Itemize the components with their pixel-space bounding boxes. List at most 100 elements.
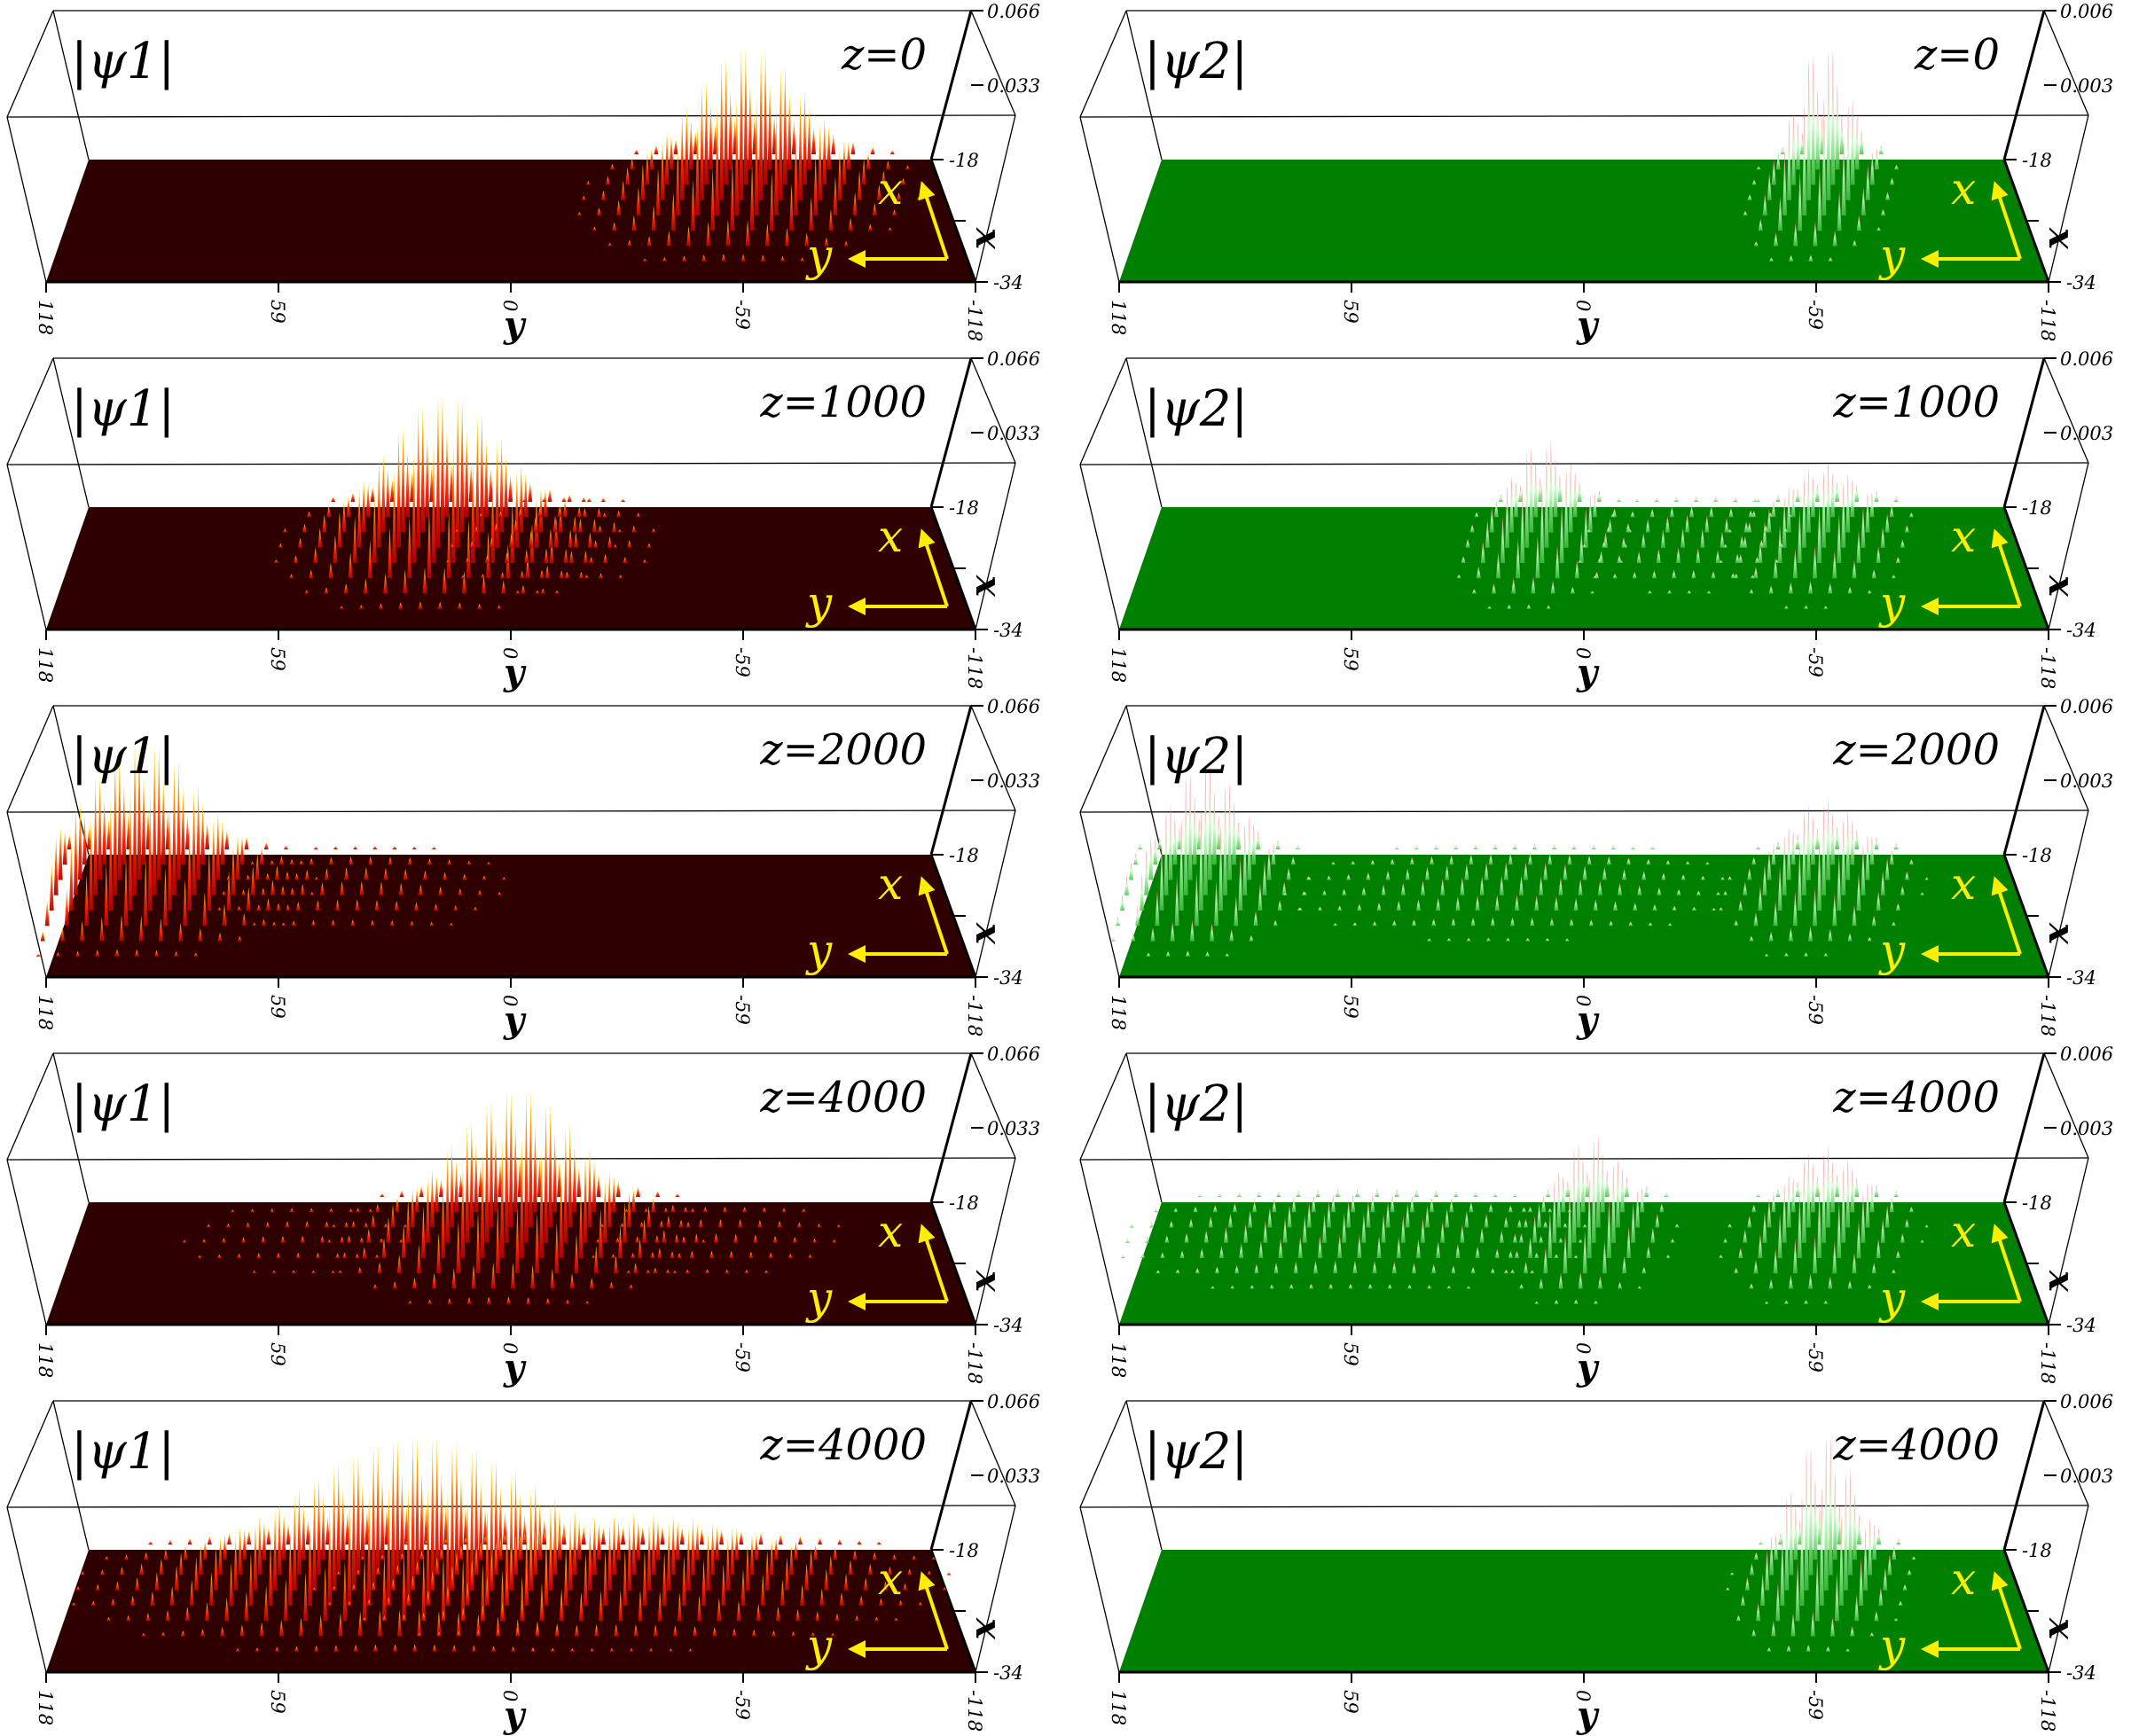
peak-spike: [1582, 1224, 1587, 1228]
peak-spike: [525, 556, 530, 579]
peak-spike: [1563, 1223, 1568, 1228]
peak-spike: [137, 740, 142, 880]
peak-spike: [1474, 512, 1479, 518]
peak-spike: [301, 1504, 306, 1560]
x-tick-label: -34: [2066, 967, 2096, 989]
peak-spike: [1834, 1569, 1839, 1622]
peak-spike: [134, 949, 139, 957]
peak-spike: [443, 872, 448, 880]
lump-3: [1282, 843, 1726, 942]
peak-spike: [417, 1609, 422, 1637]
peak-spike: [1515, 1250, 1520, 1258]
peak-spike: [478, 513, 483, 518]
peak-spike: [215, 810, 221, 880]
peak-spike: [872, 1552, 877, 1560]
x-tick-label: -18: [2022, 497, 2052, 519]
peak-spike: [1900, 885, 1905, 895]
peak-spike: [1878, 1586, 1884, 1606]
peak-spike: [1650, 846, 1656, 849]
peak-spike: [205, 821, 210, 849]
peak-spike: [1394, 846, 1399, 849]
peak-spike: [626, 1191, 631, 1228]
peak-spike: [86, 826, 91, 849]
peak-spike: [644, 1208, 649, 1213]
y-tick-label: -118: [2037, 995, 2058, 1036]
peak-spike: [357, 1611, 363, 1637]
peak-spike: [543, 488, 548, 518]
peak-spike: [304, 1221, 309, 1228]
z-tick-label: 0.003: [2060, 1118, 2113, 1139]
peak-spike: [739, 45, 744, 200]
peak-spike: [1814, 1554, 1820, 1622]
peak-spike: [1524, 1261, 1529, 1274]
peak-spike: [108, 799, 114, 911]
peak-spike: [1195, 1267, 1200, 1274]
peak-spike: [1880, 1217, 1885, 1243]
field-label: |ψ2|: [1144, 380, 1248, 438]
peak-spike: [1573, 1255, 1579, 1258]
peak-spike: [1733, 497, 1738, 502]
peak-spike: [367, 540, 372, 579]
peak-spike: [231, 845, 236, 895]
peak-spike: [1637, 1286, 1642, 1289]
peak-spike: [1656, 548, 1661, 563]
peak-spike: [1199, 1247, 1204, 1258]
box-edge: [6, 464, 47, 630]
peak-spike: [1700, 875, 1705, 880]
y-tick-label: 0: [1572, 647, 1594, 659]
peak-spike: [1704, 514, 1710, 533]
peak-spike: [1793, 222, 1798, 246]
peak-spike: [528, 481, 533, 502]
peak-spike: [545, 565, 550, 579]
peak-spike: [499, 1137, 505, 1258]
peak-spike: [1554, 1299, 1559, 1304]
peak-spike: [144, 1552, 149, 1560]
peak-spike: [1889, 1197, 1894, 1213]
z-tick-label: 0.033: [987, 75, 1040, 97]
peak-spike: [1433, 845, 1438, 849]
peak-spike: [1133, 853, 1139, 865]
peak-spike: [1635, 1189, 1641, 1228]
y-tick-label: -59: [1805, 1690, 1826, 1720]
peak-spike: [281, 1513, 286, 1560]
peak-spike: [278, 543, 283, 548]
peak-spike: [1381, 1213, 1386, 1243]
peak-spike: [1832, 892, 1837, 927]
peak-spike: [430, 1570, 435, 1591]
peak-spike: [734, 94, 740, 215]
peak-spike: [1569, 918, 1574, 927]
peak-spike: [393, 1644, 398, 1652]
peak-spike: [82, 814, 87, 865]
peak-spike: [1496, 551, 1501, 579]
peak-spike: [192, 787, 197, 895]
peak-spike: [1920, 1239, 1925, 1243]
peak-spike: [1342, 888, 1347, 895]
peak-spike: [1571, 844, 1577, 849]
box-edge: [970, 705, 1016, 811]
peak-spike: [734, 1529, 740, 1560]
peak-spike: [278, 1619, 284, 1637]
peak-spike: [273, 559, 278, 563]
peak-spike: [399, 1552, 404, 1560]
peak-spike: [1544, 445, 1549, 548]
peak-spike: [1856, 529, 1861, 563]
peak-spike: [537, 1500, 543, 1560]
peak-spike: [1828, 927, 1833, 942]
peak-spike: [818, 122, 823, 200]
z-tick-label: 0.066: [987, 696, 1040, 717]
peak-spike: [811, 1632, 816, 1637]
peak-spike: [474, 1448, 479, 1576]
peak-spike: [471, 1264, 476, 1289]
peak-spike: [1762, 863, 1767, 895]
peak-spike: [266, 1527, 271, 1544]
peak-spike: [621, 180, 626, 200]
peak-spike: [197, 1255, 202, 1258]
peak-spike: [1756, 498, 1761, 502]
peak-spike: [263, 841, 269, 849]
peak-spike: [613, 544, 618, 548]
peak-spike: [420, 404, 426, 533]
peak-spike: [1492, 1193, 1498, 1197]
peak-spike: [1790, 111, 1796, 185]
peak-spike: [381, 1238, 387, 1258]
peak-spike: [1823, 952, 1829, 957]
